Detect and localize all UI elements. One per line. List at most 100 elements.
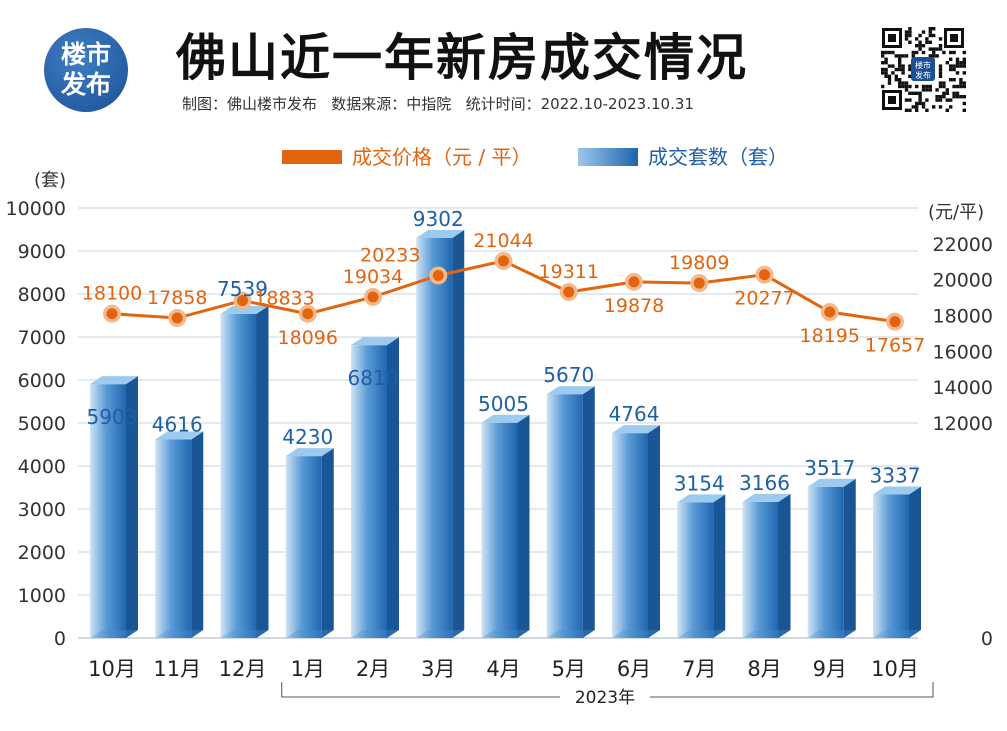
bar-side bbox=[452, 230, 465, 638]
bar-base bbox=[612, 630, 660, 638]
bar bbox=[612, 425, 660, 638]
y-left-tick-label: 7000 bbox=[18, 327, 66, 349]
y-left-tick-label: 4000 bbox=[18, 456, 66, 478]
y-right-tick-label: 18000 bbox=[933, 306, 993, 328]
legend-price-swatch bbox=[282, 150, 342, 164]
x-tick-label: 8月 bbox=[747, 657, 781, 681]
y-right-tick-label: 22000 bbox=[933, 234, 993, 256]
bar-value-label: 3166 bbox=[739, 471, 790, 495]
price-marker bbox=[628, 276, 640, 288]
x-tick-label: 5月 bbox=[552, 657, 586, 681]
price-marker-halo bbox=[690, 274, 709, 293]
bar-front bbox=[155, 439, 192, 638]
bar-base bbox=[677, 630, 726, 638]
x-tick-label: 4月 bbox=[486, 657, 520, 681]
bar-front bbox=[481, 422, 518, 638]
price-marker-halo bbox=[233, 291, 252, 310]
y-left-tick-label: 2000 bbox=[18, 542, 66, 564]
price-marker bbox=[171, 312, 183, 324]
bar-top bbox=[677, 494, 726, 503]
price-marker bbox=[367, 291, 379, 303]
bar-front bbox=[677, 502, 714, 638]
y-right-tick-label: 16000 bbox=[933, 341, 993, 363]
bar-side bbox=[191, 431, 204, 638]
price-marker-halo bbox=[103, 304, 121, 323]
legend-price-label: 成交价格（元 / 平） bbox=[352, 145, 531, 169]
bar-top bbox=[612, 425, 660, 434]
year-bracket-right bbox=[650, 682, 934, 698]
bar-value-label: 3154 bbox=[674, 471, 725, 495]
bar bbox=[546, 386, 595, 638]
price-value-label: 19034 bbox=[343, 266, 403, 288]
logo-line-2: 发布 bbox=[60, 70, 111, 99]
price-value-label: 18195 bbox=[800, 325, 860, 347]
x-tick-label: 11月 bbox=[153, 657, 201, 681]
price-value-label: 18096 bbox=[278, 327, 338, 349]
bar bbox=[351, 337, 399, 638]
bar-top bbox=[546, 386, 595, 395]
price-value-label: 17657 bbox=[865, 335, 925, 357]
y-left-tick-label: 9000 bbox=[18, 241, 66, 263]
bar-front bbox=[351, 345, 387, 638]
bar-top bbox=[90, 376, 138, 385]
bar bbox=[416, 230, 465, 638]
bar-front bbox=[807, 486, 844, 638]
price-value-label: 19809 bbox=[669, 252, 729, 274]
bar bbox=[677, 494, 726, 638]
price-value-label: 20277 bbox=[734, 288, 794, 310]
brand-logo: 楼市 发布 bbox=[44, 28, 128, 112]
price-marker bbox=[824, 306, 836, 318]
price-marker-halo bbox=[625, 272, 643, 291]
bar-value-label: 5005 bbox=[478, 392, 529, 416]
legend-count-label: 成交套数（套） bbox=[648, 145, 788, 169]
bar bbox=[873, 486, 921, 638]
bar-value-label: 4764 bbox=[609, 402, 660, 426]
x-tick-label: 7月 bbox=[682, 657, 716, 681]
bar bbox=[742, 493, 791, 638]
price-marker-halo bbox=[298, 304, 317, 323]
bar-top bbox=[481, 414, 530, 423]
bar-value-label: 9302 bbox=[413, 207, 464, 231]
price-marker bbox=[432, 269, 444, 281]
bar-base bbox=[807, 630, 856, 638]
x-tick-label: 1月 bbox=[291, 657, 325, 681]
page-title: 佛山近一年新房成交情况 bbox=[176, 29, 748, 87]
bar bbox=[481, 414, 530, 638]
qr-code-icon: 楼市 发布 bbox=[880, 26, 966, 112]
bar bbox=[285, 448, 334, 638]
price-marker-halo bbox=[886, 312, 904, 331]
bar-top bbox=[807, 478, 856, 487]
bar-top bbox=[351, 337, 399, 346]
bar bbox=[220, 305, 269, 638]
price-value-label: 20233 bbox=[360, 244, 420, 266]
bar-top bbox=[873, 486, 921, 495]
x-tick-label: 6月 bbox=[617, 657, 651, 681]
price-marker bbox=[693, 277, 705, 289]
bar-value-label: 4616 bbox=[152, 413, 203, 437]
bar-base bbox=[351, 630, 399, 638]
price-marker-halo bbox=[364, 287, 382, 306]
bar-value-label: 7539 bbox=[217, 277, 268, 301]
x-tick-label: 10月 bbox=[871, 657, 919, 681]
y-left-unit: (套) bbox=[34, 170, 66, 191]
bar-front bbox=[873, 494, 909, 638]
x-tick-label: 10月 bbox=[88, 657, 136, 681]
y-left-tick-label: 6000 bbox=[18, 370, 66, 392]
price-value-label: 18833 bbox=[254, 288, 314, 310]
y-left-tick-label: 5000 bbox=[18, 413, 66, 435]
y-right-tick-label: 20000 bbox=[933, 270, 993, 292]
bar-base bbox=[416, 630, 465, 638]
bar-base bbox=[481, 630, 530, 638]
bar-side bbox=[648, 425, 660, 638]
bar-side bbox=[713, 494, 726, 638]
price-marker bbox=[889, 316, 901, 328]
x-tick-label: 2月 bbox=[356, 657, 390, 681]
y-left-tick-label: 8000 bbox=[18, 284, 66, 306]
price-marker bbox=[106, 308, 118, 320]
price-marker bbox=[302, 308, 314, 320]
bar-base bbox=[546, 630, 595, 638]
price-marker-halo bbox=[559, 283, 578, 302]
y-left-tick-label: 10000 bbox=[6, 198, 66, 220]
year-bracket-label: 2023年 bbox=[575, 688, 635, 708]
legend-count-swatch bbox=[578, 148, 638, 166]
